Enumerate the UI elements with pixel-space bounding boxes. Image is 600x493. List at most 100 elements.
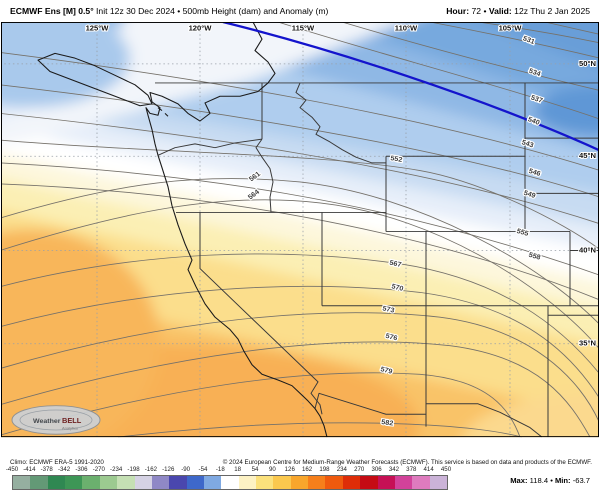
hour-label: Hour: [446, 6, 470, 16]
border-ca-nv [199, 212, 323, 415]
colorbar-segment [30, 476, 48, 489]
border-us-mexico [314, 392, 543, 438]
contour-555 [1, 162, 599, 276]
colorbar-segment [308, 476, 326, 489]
climo-note: Climo: ECMWF ERA-5 1991-2020 [10, 459, 104, 466]
colorbar-tick: -18 [215, 466, 225, 473]
header-bar: ECMWF Ens [M] 0.5° Init 12z 30 Dec 2024 … [0, 0, 600, 22]
colorbar-segment [117, 476, 135, 489]
lat-label-35n: 35°N [579, 339, 596, 348]
lon-label-120w: 120°W [189, 24, 212, 33]
contour-label-570: 570 [391, 283, 404, 292]
colorbar-tick: 342 [388, 466, 399, 473]
contour-567 [1, 253, 599, 374]
max-min-readout: Max: 118.4 • Min: -63.7 [510, 476, 590, 485]
contour-561 [1, 178, 599, 325]
colorbar-tick: -450 [5, 466, 19, 473]
colorbar-segment [47, 476, 66, 489]
coast-islands [157, 107, 169, 117]
colorbar-segment [169, 476, 187, 489]
lon-label-110w: 110°W [395, 24, 417, 33]
colorbar-segment [221, 476, 239, 489]
contour-label-582: 582 [381, 419, 394, 427]
colorbar-tick: -378 [40, 466, 53, 473]
lon-label-105w: 105°W [499, 24, 522, 33]
colorbar-segment [238, 476, 257, 489]
valid-value: 12z Thu 2 Jan 2025 [511, 6, 590, 16]
contour-579 [1, 372, 521, 438]
colorbar-segment [412, 476, 430, 489]
graticule-labels: 125°W 120°W 115°W 110°W 105°W 50°N 45°N … [85, 23, 597, 349]
hour-value: 72 • [469, 6, 489, 16]
border-id-mt [295, 82, 386, 164]
colorbar-tick: -306 [75, 466, 88, 473]
lat-label-40n: 40°N [579, 246, 596, 255]
colorbar-ticks: -450 -414 -378 -342 -306 -270 -234 -198 -162 -126… [6, 466, 451, 474]
contour-573 [1, 312, 599, 423]
colorbar-segment [290, 476, 309, 489]
colorbar-segment [273, 476, 291, 489]
model-name: ECMWF Ens [M] 0.5° [10, 6, 94, 16]
min-value: -63.7 [570, 476, 590, 485]
contour-531 [429, 22, 599, 59]
colorbar-tick: -414 [23, 466, 36, 473]
contour-570 [1, 285, 599, 399]
colorbar-tick: -126 [162, 466, 175, 473]
colorbar-segment [360, 476, 378, 489]
coast-pacific [145, 22, 328, 438]
colorbar-tick: -234 [110, 466, 123, 473]
map-canvas: 531 534 537 540 543 546 549 552 555 558 … [1, 22, 599, 438]
colorbar-tick: -54 [198, 466, 208, 473]
colorbar-segment [377, 476, 395, 489]
valid-label: Valid: [488, 6, 512, 16]
colorbar-tick: -342 [57, 466, 71, 473]
copyright-note: © 2024 European Centre for Medium-Range … [222, 459, 592, 466]
contour-537 [277, 22, 599, 120]
colorbar-tick: 18 [234, 466, 242, 473]
colorbar-tick: 162 [302, 466, 313, 473]
colorbar-tick: 126 [284, 466, 295, 473]
logo-text-analytics: Analytics [62, 426, 78, 431]
colorbar-tick: 414 [423, 466, 434, 473]
colorbar-tick: 450 [440, 466, 452, 473]
coastline [37, 22, 328, 438]
weatherbell-logo: Weather BELL Analytics [11, 405, 101, 435]
max-label: Max: [510, 476, 528, 485]
contour-543 [1, 52, 599, 171]
contour-552 [1, 139, 599, 250]
colorbar-segment [134, 476, 152, 489]
contour-564 [1, 199, 599, 350]
contour-label-573: 573 [382, 305, 395, 314]
lat-label-45n: 45°N [579, 151, 596, 160]
lon-label-125w: 125°W [86, 24, 109, 33]
colorbar-tick: -90 [181, 466, 190, 473]
contour-528 [477, 22, 599, 44]
coast-vancouver-island [37, 52, 153, 107]
contour-546 [1, 84, 599, 198]
lon-label-115w: 115°W [292, 24, 314, 33]
colorbar-segment [82, 476, 100, 489]
colorbar-segment [203, 476, 222, 489]
border-or-wa [157, 138, 263, 156]
colorbar-tick: 234 [336, 466, 347, 473]
colorbar-segment [394, 476, 413, 489]
valid-time: Hour: 72 • Valid: 12z Thu 2 Jan 2025 [446, 6, 590, 16]
colorbar-segment [186, 476, 204, 489]
colorbar-tick: 54 [251, 466, 259, 473]
contour-label-576: 576 [385, 333, 398, 342]
colorbar-segment [256, 476, 274, 489]
border-or-id [255, 138, 274, 213]
contour-label-579: 579 [380, 366, 393, 375]
colorbar-segment [342, 476, 361, 489]
colorbar-segment [325, 476, 343, 489]
colorbar-segment [151, 476, 170, 489]
anomaly-fill [1, 22, 599, 438]
colorbar [12, 475, 448, 490]
height-contours [1, 22, 599, 438]
contour-525 [544, 22, 599, 35]
logo-text-bell: BELL [62, 416, 82, 425]
colorbar-tick: 306 [371, 466, 382, 473]
colorbar-tick: 270 [354, 466, 365, 473]
colorbar-tick: 90 [269, 466, 276, 473]
